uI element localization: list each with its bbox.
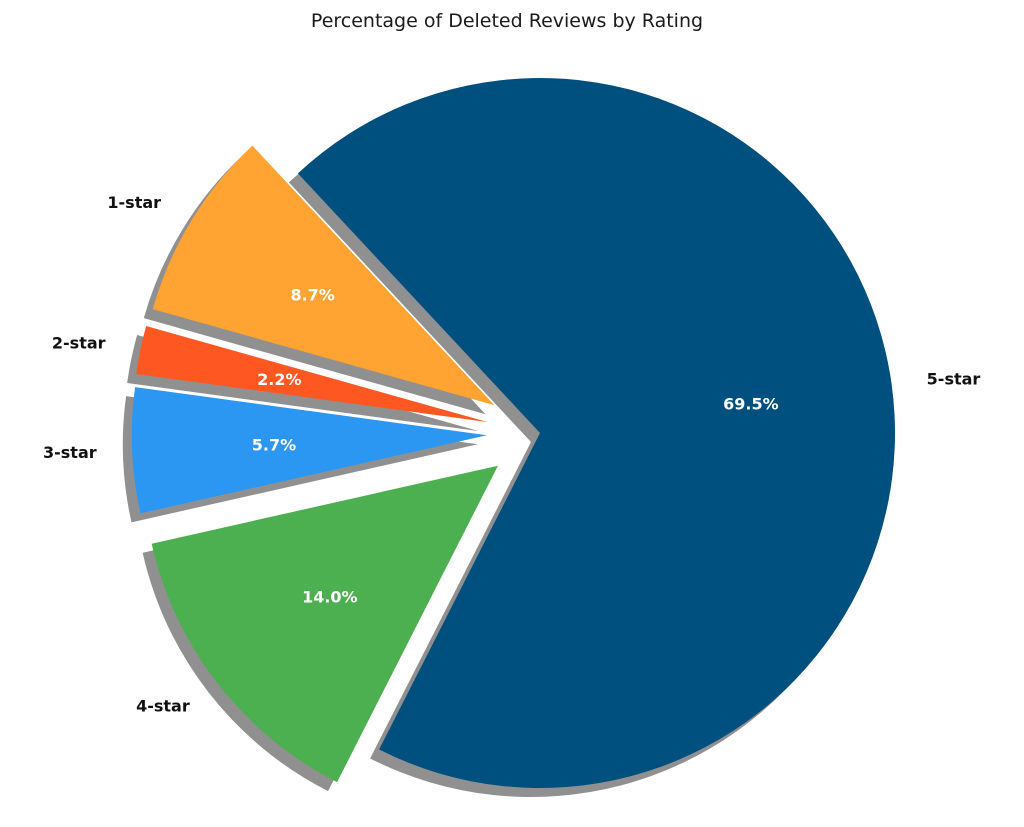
slice-label-4-star: 4-star	[136, 696, 190, 715]
pie-slice-3-star	[131, 387, 487, 514]
slice-layer	[131, 77, 896, 788]
slice-label-5-star: 5-star	[927, 369, 981, 388]
pct-label-2-star: 2.2%	[257, 370, 301, 389]
pct-label-1-star: 8.7%	[290, 285, 334, 304]
pie-slice-2-star	[136, 326, 488, 423]
pct-label-5-star: 69.5%	[723, 394, 779, 413]
pie-slice-1-star	[152, 145, 495, 406]
slice-label-1-star: 1-star	[107, 193, 161, 212]
slice-label-3-star: 3-star	[43, 443, 97, 462]
chart-title: Percentage of Deleted Reviews by Rating	[311, 10, 703, 32]
pie-slice-4-star	[151, 465, 498, 783]
slice-label-2-star: 2-star	[52, 334, 106, 353]
pct-label-3-star: 5.7%	[252, 435, 296, 454]
pct-label-4-star: 14.0%	[302, 587, 358, 606]
pie-slice-5-star	[297, 77, 896, 788]
label-layer: 1-star 8.7% 2-star 2.2% 3-star 5.7% 4-star 14.0…	[43, 193, 980, 715]
